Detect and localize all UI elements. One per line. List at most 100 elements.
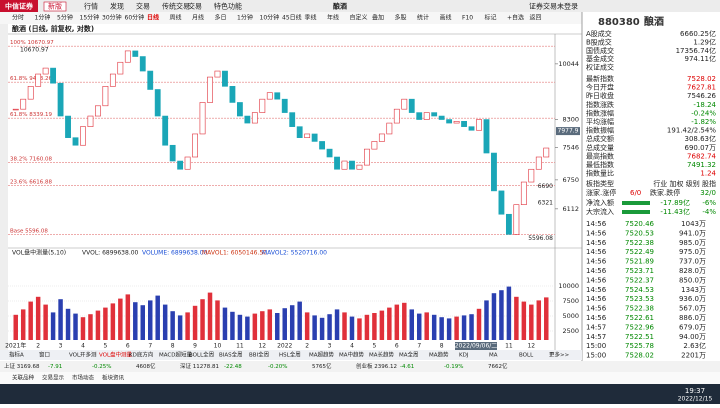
period-tab[interactable]: 画线 — [440, 14, 452, 22]
panel-value: 1.29亿 — [693, 37, 716, 46]
period-tab[interactable]: 自定义 — [350, 14, 368, 22]
volume-stat: VVOL: 6899638.00 — [82, 250, 139, 257]
indicator-tab[interactable]: MACD超短量 — [159, 351, 192, 359]
indicator-tab[interactable]: 更多>> — [549, 351, 570, 359]
volume-bar — [185, 312, 190, 340]
indicator-tab[interactable]: MA趋势 — [429, 351, 449, 359]
candle — [20, 98, 27, 110]
panel-value: 974.11亿 — [685, 54, 717, 63]
period-tab[interactable]: 5分钟 — [57, 14, 73, 22]
indicator-tab[interactable]: BOLL全周 — [189, 351, 214, 359]
period-tab[interactable]: 15分钟 — [80, 14, 100, 22]
period-tab[interactable]: 周线 — [170, 14, 182, 22]
period-tab[interactable]: 标记 — [485, 14, 497, 22]
volume-bar — [304, 312, 310, 340]
trade-time: 14:56 — [586, 295, 607, 303]
status-item: 创业板 2396.12 — [356, 362, 397, 370]
period-tab[interactable]: 年线 — [327, 14, 339, 22]
period-tab[interactable]: 返回 — [530, 15, 542, 22]
y-tick-label: 7546 — [562, 143, 579, 151]
login-status[interactable]: 证券交易未登录 — [529, 2, 578, 11]
tray-item[interactable]: 关联品种 — [12, 374, 35, 382]
period-tab[interactable]: F10 — [462, 15, 473, 22]
menu-item[interactable]: 交易 — [136, 2, 150, 11]
candle — [139, 56, 146, 72]
menu-item[interactable]: 交易 — [188, 2, 202, 11]
indicator-tab[interactable]: VOL盘中测量 — [99, 351, 133, 359]
breadth-label: 跌家.跌停 — [650, 188, 680, 197]
period-tab[interactable]: 日线 — [147, 14, 159, 22]
volume-bar — [110, 303, 116, 340]
version-button[interactable] — [43, 1, 67, 12]
indicator-tab[interactable]: BIAS全周 — [219, 351, 243, 359]
volume-bar — [215, 300, 220, 340]
trade-time: 14:56 — [586, 305, 607, 313]
period-tab[interactable]: 叠加 — [372, 14, 384, 22]
panel-value: -0.24% — [691, 109, 716, 117]
panel-label: A股成交 — [586, 29, 612, 38]
period-tab[interactable]: 季线 — [305, 14, 317, 22]
panel-value: 7682.74 — [687, 152, 716, 160]
period-tab[interactable]: 30分钟 — [102, 14, 122, 22]
trade-time: 14:57 — [586, 333, 606, 341]
volume-bar — [402, 302, 407, 340]
period-tab[interactable]: 多日 — [215, 14, 227, 22]
chart-title: 酿酒 (日线, 前复权, 对数) — [12, 24, 94, 33]
volume-bar — [312, 315, 317, 340]
volume-bar — [491, 293, 497, 340]
indicator-tab[interactable]: KDJ — [459, 353, 469, 359]
period-tab[interactable]: 统计 — [417, 14, 429, 22]
version-button-label[interactable]: 新版 — [48, 2, 62, 11]
candle — [95, 105, 101, 117]
indicator-tab[interactable]: KD底方向 — [129, 351, 153, 359]
period-tab[interactable]: 多股 — [395, 14, 407, 22]
indicator-tab[interactable]: MA超趋势 — [309, 351, 335, 359]
menu-item[interactable]: 特色功能 — [214, 2, 242, 11]
panel-label: 最低指数 — [586, 160, 614, 169]
x-tick-label: 9 — [193, 343, 197, 350]
x-tick-label: 7 — [148, 343, 152, 350]
fib-label: 61.8% 9433.26 — [10, 76, 52, 82]
indicator-tab[interactable]: 指标A — [9, 351, 24, 359]
fib-label: 23.6% 6616.88 — [10, 180, 52, 186]
x-tick-label: 11 — [505, 343, 513, 350]
period-tab[interactable]: 1分钟 — [35, 14, 51, 22]
indicator-tab[interactable]: VOL开多测 — [69, 351, 97, 359]
period-tab[interactable]: 月线 — [192, 14, 204, 22]
tray-item[interactable]: 板块资讯 — [102, 374, 125, 382]
period-tab[interactable]: 1分钟 — [237, 14, 253, 22]
candle — [117, 61, 124, 75]
volume-bar — [431, 314, 437, 340]
period-tab[interactable]: 分时 — [12, 14, 24, 22]
menu-item[interactable]: 行情 — [84, 2, 98, 11]
indicator-tab[interactable]: BOLL — [519, 353, 534, 359]
indicator-tab[interactable]: 窗口 — [39, 351, 50, 359]
tray-item[interactable]: 市场动态 — [72, 374, 95, 382]
x-tick-label: 7 — [417, 343, 421, 350]
menu-item[interactable]: 传统交易 — [162, 2, 190, 11]
indicator-tab[interactable]: MA中趋势 — [339, 351, 365, 359]
x-tick-label: 2 — [305, 343, 309, 350]
y-tick-label: 2500 — [562, 327, 579, 335]
fib-label: 100% 10670.97 — [10, 40, 54, 46]
period-tab[interactable]: 10分钟 — [260, 14, 280, 22]
period-tab[interactable]: 45日线 — [282, 14, 302, 22]
indicator-tab[interactable]: MA全周 — [399, 351, 419, 359]
candle — [505, 213, 512, 235]
menu-item[interactable]: 发现 — [110, 2, 124, 11]
indicator-tab[interactable]: MA — [489, 353, 498, 359]
indicator-tab[interactable]: HSL全周 — [279, 351, 301, 359]
trade-price: 7522.38 — [625, 305, 654, 313]
breadth-value: 6/0 — [630, 189, 641, 197]
trade-price: 7528.02 — [625, 352, 654, 360]
period-tab[interactable]: +自选 — [507, 14, 524, 22]
period-tab[interactable]: 60分钟 — [125, 14, 145, 22]
volume-bar — [177, 315, 183, 340]
candle — [236, 102, 243, 117]
tray-item[interactable]: 交易显示 — [42, 374, 65, 382]
panel-label: 基金成交 — [586, 54, 614, 63]
indicator-tab[interactable]: BBI全周 — [249, 351, 269, 359]
indicator-tab[interactable]: MA长趋势 — [369, 351, 395, 359]
candle — [349, 160, 355, 170]
